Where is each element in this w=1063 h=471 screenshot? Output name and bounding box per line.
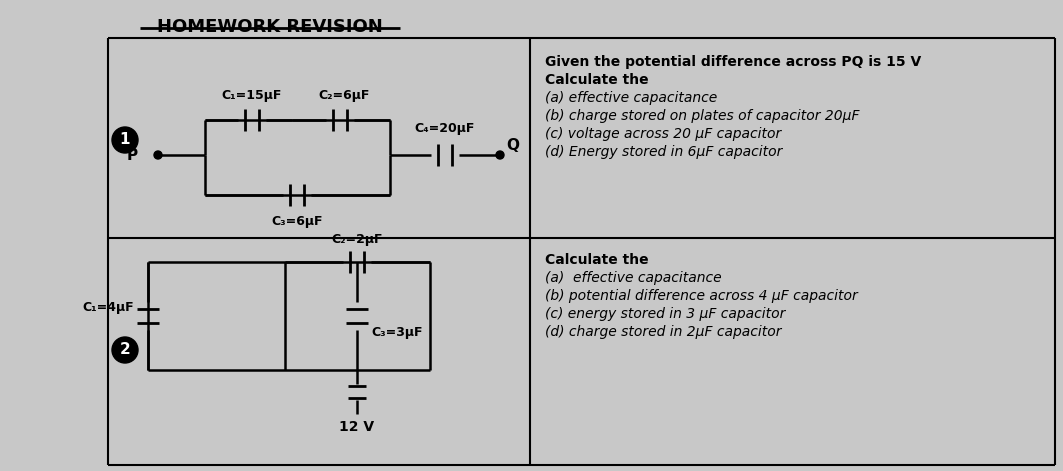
Text: 12 V: 12 V bbox=[339, 420, 374, 434]
Text: HOMEWORK REVISION: HOMEWORK REVISION bbox=[157, 18, 383, 36]
Text: C₃=6μF: C₃=6μF bbox=[271, 215, 323, 228]
Circle shape bbox=[112, 337, 138, 363]
Text: 2: 2 bbox=[120, 342, 131, 357]
Text: (a)  effective capacitance: (a) effective capacitance bbox=[545, 271, 722, 285]
Text: (d) charge stored in 2μF capacitor: (d) charge stored in 2μF capacitor bbox=[545, 325, 781, 339]
Text: Calculate the: Calculate the bbox=[545, 253, 648, 267]
Circle shape bbox=[112, 127, 138, 153]
Circle shape bbox=[154, 151, 162, 159]
Text: C₂=6μF: C₂=6μF bbox=[318, 89, 370, 102]
Text: (d) Energy stored in 6μF capacitor: (d) Energy stored in 6μF capacitor bbox=[545, 145, 782, 159]
Text: C₁=4μF: C₁=4μF bbox=[82, 301, 134, 315]
Text: C₂=2μF: C₂=2μF bbox=[332, 233, 383, 246]
Text: Calculate the: Calculate the bbox=[545, 73, 648, 87]
Text: P: P bbox=[126, 147, 138, 162]
Text: C₄=20μF: C₄=20μF bbox=[415, 122, 475, 135]
Text: Given the potential difference across PQ is 15 V: Given the potential difference across PQ… bbox=[545, 55, 922, 69]
Text: C₃=3μF: C₃=3μF bbox=[371, 326, 422, 339]
Circle shape bbox=[496, 151, 504, 159]
Text: (c) energy stored in 3 μF capacitor: (c) energy stored in 3 μF capacitor bbox=[545, 307, 786, 321]
Text: 1: 1 bbox=[120, 132, 131, 147]
Text: (b) potential difference across 4 μF capacitor: (b) potential difference across 4 μF cap… bbox=[545, 289, 858, 303]
Text: (b) charge stored on plates of capacitor 20μF: (b) charge stored on plates of capacitor… bbox=[545, 109, 860, 123]
Text: Q: Q bbox=[506, 138, 519, 153]
Text: C₁=15μF: C₁=15μF bbox=[222, 89, 282, 102]
Text: (c) voltage across 20 μF capacitor: (c) voltage across 20 μF capacitor bbox=[545, 127, 781, 141]
Text: (a) effective capacitance: (a) effective capacitance bbox=[545, 91, 718, 105]
